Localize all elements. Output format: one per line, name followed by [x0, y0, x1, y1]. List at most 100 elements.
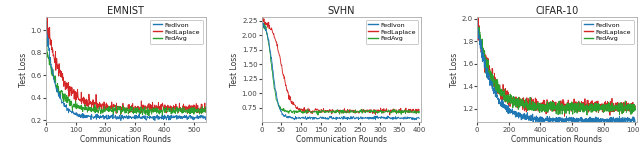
FedLaplace — [372, 109, 380, 111]
FedAvg — [372, 110, 380, 112]
FedLaplace — [358, 109, 365, 111]
Line: FedLaplace: FedLaplace — [46, 18, 205, 113]
Title: SVHN: SVHN — [328, 6, 355, 16]
FedLaplace — [538, 104, 545, 106]
FedIvon — [185, 118, 193, 120]
FedIvon — [202, 116, 209, 118]
Line: FedAvg: FedAvg — [262, 22, 419, 115]
FedAvg — [51, 78, 59, 80]
FedLaplace — [597, 107, 605, 109]
FedAvg — [632, 105, 639, 107]
Legend: FedIvon, FedLaplace, FedAvg: FedIvon, FedLaplace, FedAvg — [150, 20, 203, 44]
FedIvon — [117, 120, 125, 122]
Legend: FedIvon, FedLaplace, FedAvg: FedIvon, FedLaplace, FedAvg — [366, 20, 418, 44]
FedLaplace — [474, 17, 482, 19]
FedLaplace — [632, 106, 639, 108]
FedLaplace — [52, 50, 60, 52]
FedAvg — [202, 111, 209, 113]
FedIvon — [538, 118, 545, 120]
FedAvg — [145, 115, 153, 117]
FedLaplace — [415, 109, 423, 111]
FedLaplace — [259, 16, 267, 18]
FedLaplace — [180, 110, 188, 112]
FedIvon — [259, 22, 266, 24]
Title: EMNIST: EMNIST — [108, 6, 145, 16]
FedAvg — [278, 109, 285, 111]
X-axis label: Communication Rounds: Communication Rounds — [296, 135, 387, 144]
FedIvon — [358, 117, 365, 119]
FedLaplace — [156, 106, 163, 108]
Line: FedAvg: FedAvg — [46, 39, 205, 116]
FedAvg — [538, 110, 545, 112]
FedIvon — [543, 119, 550, 121]
FedIvon — [474, 19, 481, 21]
X-axis label: Communication Rounds: Communication Rounds — [511, 135, 602, 144]
FedAvg — [156, 113, 163, 115]
X-axis label: Communication Rounds: Communication Rounds — [81, 135, 172, 144]
FedLaplace — [258, 19, 266, 21]
FedLaplace — [490, 82, 497, 83]
Line: FedAvg: FedAvg — [477, 25, 636, 115]
FedAvg — [42, 38, 50, 40]
FedIvon — [415, 117, 423, 119]
FedLaplace — [561, 115, 568, 117]
Line: FedIvon: FedIvon — [262, 23, 419, 120]
FedLaplace — [543, 99, 551, 101]
Legend: FedIvon, FedLaplace, FedAvg: FedIvon, FedLaplace, FedAvg — [581, 20, 634, 44]
FedIvon — [490, 88, 497, 90]
FedAvg — [185, 108, 193, 110]
FedAvg — [543, 102, 550, 104]
FedAvg — [259, 21, 266, 23]
Line: FedLaplace: FedLaplace — [477, 18, 636, 116]
FedLaplace — [321, 110, 328, 112]
Line: FedIvon: FedIvon — [477, 20, 636, 125]
FedAvg — [582, 105, 589, 106]
FedLaplace — [202, 111, 209, 113]
FedAvg — [474, 24, 481, 26]
FedIvon — [140, 115, 147, 117]
FedAvg — [490, 79, 497, 81]
FedIvon — [596, 119, 604, 121]
FedLaplace — [582, 109, 590, 111]
FedIvon — [164, 114, 172, 116]
FedIvon — [582, 118, 589, 120]
FedLaplace — [42, 21, 50, 23]
FedAvg — [596, 108, 604, 110]
Y-axis label: Test Loss: Test Loss — [450, 52, 459, 87]
FedAvg — [310, 111, 317, 113]
FedLaplace — [184, 112, 191, 114]
FedAvg — [139, 110, 147, 112]
Line: FedLaplace: FedLaplace — [262, 17, 419, 115]
FedLaplace — [278, 64, 285, 66]
FedAvg — [314, 114, 322, 116]
FedLaplace — [44, 17, 51, 19]
FedLaplace — [600, 107, 607, 109]
FedIvon — [372, 115, 380, 117]
FedLaplace — [140, 107, 147, 109]
FedIvon — [51, 84, 59, 86]
Y-axis label: Test Loss: Test Loss — [230, 52, 239, 87]
FedAvg — [164, 111, 172, 113]
Title: CIFAR-10: CIFAR-10 — [535, 6, 579, 16]
FedIvon — [156, 118, 163, 120]
FedLaplace — [310, 111, 317, 113]
FedAvg — [373, 111, 381, 112]
Line: FedIvon: FedIvon — [46, 22, 205, 121]
FedLaplace — [474, 24, 481, 26]
FedAvg — [600, 106, 607, 108]
FedIvon — [632, 120, 639, 122]
FedLaplace — [373, 111, 381, 113]
FedIvon — [310, 117, 317, 119]
FedAvg — [258, 22, 266, 24]
FedIvon — [180, 116, 188, 118]
FedAvg — [180, 107, 188, 109]
FedIvon — [278, 111, 285, 112]
FedIvon — [321, 117, 328, 119]
FedAvg — [321, 110, 329, 112]
FedAvg — [583, 114, 591, 116]
FedLaplace — [164, 108, 172, 110]
FedAvg — [415, 110, 423, 112]
FedIvon — [42, 21, 50, 23]
FedIvon — [258, 22, 266, 24]
FedLaplace — [185, 110, 193, 112]
